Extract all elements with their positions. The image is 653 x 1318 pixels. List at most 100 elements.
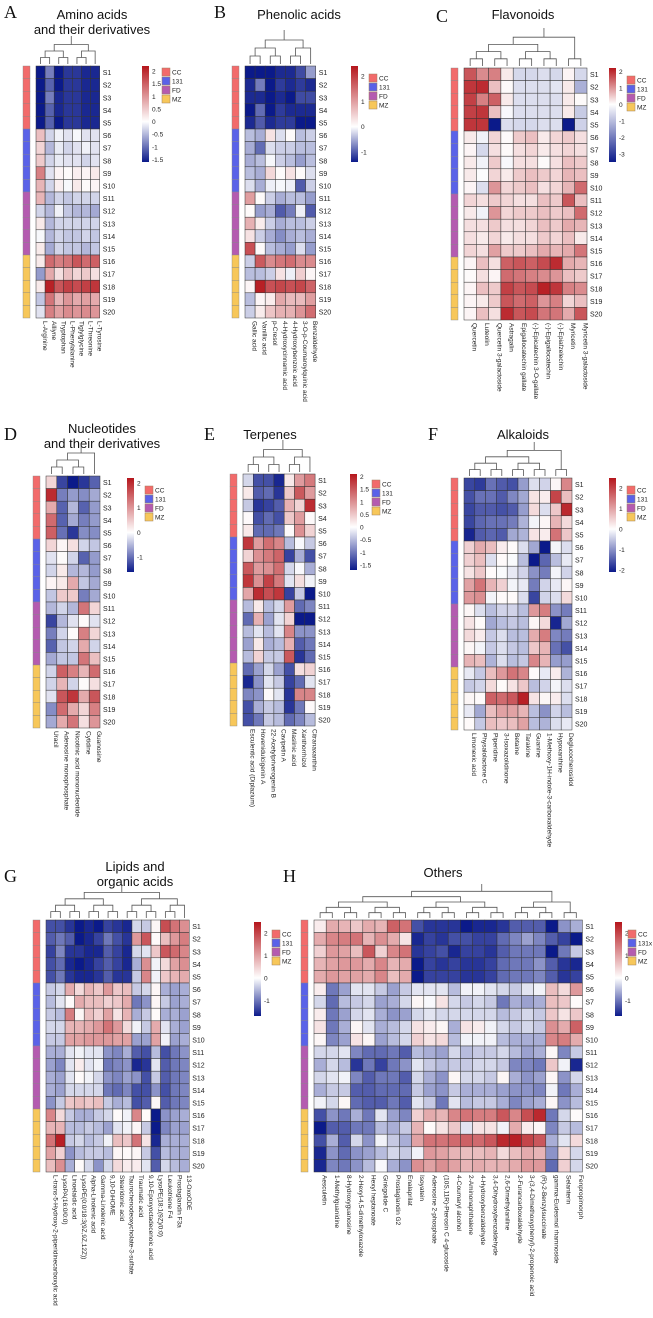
heatmap-cell (463, 691, 476, 706)
heatmap-cell (72, 242, 82, 256)
heatmap-cell (574, 130, 588, 144)
heatmap-cell (549, 80, 563, 94)
heatmap-cell (533, 1108, 547, 1122)
heatmap-cell (463, 502, 476, 517)
heatmap-cell (496, 528, 508, 542)
heatmap-cell (179, 970, 190, 984)
heatmap-cell (103, 970, 114, 984)
heatmap-cell (569, 970, 583, 984)
heatmap-cell (496, 717, 508, 731)
heatmap-cell (44, 229, 55, 243)
heatmap-cell (64, 919, 75, 933)
heatmap-cell (305, 216, 316, 231)
dendrogram-branch (252, 456, 275, 465)
heatmap-cell (179, 957, 190, 971)
group-legend-swatch (371, 506, 381, 516)
dendrogram-branch (50, 911, 61, 918)
colorbar-tick-label: 0 (264, 975, 268, 982)
heatmap-cell (472, 982, 486, 996)
heatmap-cell (141, 1083, 152, 1097)
heatmap-cell (485, 565, 497, 580)
group-annotation-cell (229, 675, 238, 689)
heatmap-cell (45, 919, 56, 933)
heatmap-cell (112, 944, 123, 959)
heatmap-cell (539, 578, 551, 592)
heatmap-cell (411, 1146, 425, 1160)
row-label: S17 (575, 684, 588, 691)
heatmap-cell (35, 279, 46, 294)
heatmap-cell (294, 511, 306, 525)
chart-title: Flavonoids (492, 7, 555, 22)
row-label: S9 (103, 581, 112, 588)
heatmap-cell (112, 1007, 123, 1022)
heatmap-cell (488, 143, 502, 157)
heatmap-cell (72, 78, 82, 92)
heatmap-cell (53, 242, 64, 256)
heatmap-cell (160, 1108, 171, 1122)
heatmap-cell (263, 700, 275, 714)
heatmap-cell (88, 538, 101, 552)
heatmap-cell (273, 486, 285, 500)
heatmap-cell (545, 1121, 559, 1135)
heatmap-cell (476, 307, 489, 321)
heatmap-cell (496, 957, 510, 971)
dendrogram-branch (249, 55, 261, 64)
heatmap-cell (557, 944, 571, 959)
heatmap-cell (423, 970, 437, 984)
heatmap-cell (122, 1070, 133, 1085)
heatmap-cell (35, 204, 46, 218)
heatmap-cell (122, 1133, 133, 1148)
column-label: Prostaglandin G2 (394, 1175, 401, 1226)
group-legend-label: FD (382, 500, 391, 507)
dendrogram-branch (290, 55, 301, 64)
heatmap-cell (45, 1096, 56, 1110)
heatmap-cell (517, 603, 530, 617)
heatmap-cell (560, 679, 573, 693)
group-legend-swatch (161, 94, 171, 104)
heatmap-cell (533, 982, 547, 996)
heatmap-cell (160, 957, 171, 971)
heatmap-cell (521, 1096, 534, 1110)
heatmap-cell (476, 244, 489, 258)
colorbar-tick-label: -1 (619, 547, 625, 554)
heatmap-cell (273, 713, 285, 727)
dendrogram-branch (69, 911, 80, 918)
group-annotation-cell (229, 498, 238, 512)
dendrogram-branch (72, 466, 85, 474)
heatmap-cell (485, 654, 497, 668)
heatmap-cell (74, 1096, 85, 1110)
row-label: S8 (318, 566, 327, 573)
group-annotation-cell (22, 166, 31, 180)
column-dendrogram (247, 440, 311, 472)
colorbar-tick-label: 2 (619, 486, 623, 493)
column-label: Betaine (513, 733, 520, 755)
heatmap-cell (264, 279, 276, 294)
group-annotation-cell (22, 153, 31, 167)
column-label: Deglucocherosidol (567, 733, 574, 787)
heatmap-cell (93, 982, 104, 996)
heatmap-cell (78, 551, 90, 565)
column-label: (R)-2-Benzylsuccinate (540, 1175, 547, 1239)
heatmap-cell (411, 1045, 425, 1059)
heatmap-cell (460, 982, 473, 996)
heatmap-cell (304, 612, 316, 626)
colorbar-tick-label: 0.5 (360, 512, 369, 519)
heatmap-cell (338, 982, 351, 996)
heatmap-cell (45, 1083, 56, 1097)
heatmap-cell (67, 538, 79, 552)
heatmap-cell (122, 1083, 133, 1097)
heatmap-cell (435, 919, 449, 933)
heatmap-cell (411, 1121, 425, 1135)
heatmap-cell (253, 637, 264, 651)
heatmap-cell (78, 652, 90, 666)
heatmap-cell (474, 515, 486, 529)
heatmap-cell (160, 1007, 171, 1022)
heatmap-cell (88, 601, 101, 615)
heatmap-cell (93, 919, 104, 933)
group-legend-label: FD (637, 506, 646, 513)
column-label: Uracil (52, 731, 59, 748)
heatmap-cell (508, 970, 522, 984)
heatmap-cell (263, 524, 275, 538)
row-label: S4 (585, 962, 594, 969)
row-label: S19 (590, 299, 603, 306)
